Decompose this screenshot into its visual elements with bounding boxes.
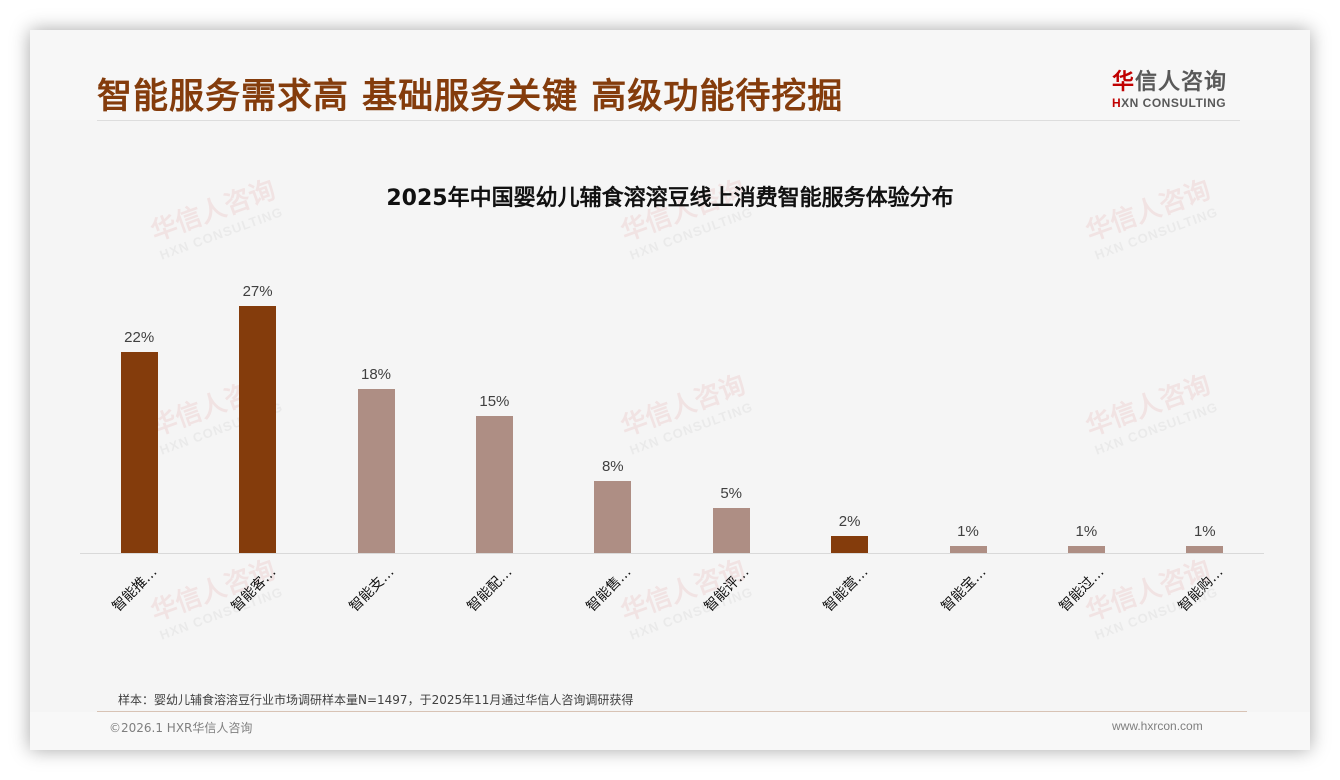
logo-chinese: 华信人咨询 bbox=[1112, 64, 1242, 96]
company-logo: 华信人咨询 HXN CONSULTING bbox=[1112, 64, 1242, 110]
logo-cn-rest: 信人咨询 bbox=[1135, 70, 1228, 95]
bar bbox=[1067, 546, 1105, 554]
sample-note: 样本：婴幼儿辅食溶溶豆行业市场调研样本量N=1497，于2025年11月通过华信… bbox=[118, 693, 634, 707]
bar bbox=[949, 546, 987, 554]
bar bbox=[357, 388, 395, 554]
bar bbox=[712, 508, 750, 554]
x-axis-category-label: 智能宝… bbox=[938, 564, 990, 616]
bar bbox=[1186, 546, 1224, 554]
x-axis-category-label: 智能营… bbox=[820, 564, 872, 616]
bar-value-label: 8% bbox=[601, 457, 624, 475]
bar-chart-plot-area: 22% 27% 18% 15% 8% 5% 2% 1% 1% 1% bbox=[80, 260, 1264, 554]
logo-english: HXN CONSULTING bbox=[1112, 96, 1242, 110]
bar-value-label: 2% bbox=[838, 512, 861, 530]
x-axis-category-label: 智能过… bbox=[1056, 564, 1108, 616]
x-axis-category-label: 智能支… bbox=[346, 564, 398, 616]
footer-band bbox=[30, 712, 1310, 750]
bar-value-label: 1% bbox=[957, 523, 979, 540]
bar bbox=[831, 535, 869, 554]
logo-en-first-char: H bbox=[1112, 96, 1122, 110]
slide: 华信人咨询 HXN CONSULTING 华信人咨询 HXN CONSULTING 华信… bbox=[30, 30, 1310, 750]
bar bbox=[239, 306, 277, 554]
x-axis-category-label: 智能评… bbox=[701, 564, 753, 616]
header-band bbox=[30, 30, 1310, 120]
logo-en-rest: XN CONSULTING bbox=[1121, 96, 1227, 110]
bar-value-label: 5% bbox=[720, 485, 743, 503]
title-divider bbox=[97, 120, 1240, 121]
bar-value-label: 15% bbox=[479, 393, 510, 411]
page-title: 智能服务需求高 基础服务关键 高级功能待挖掘 bbox=[97, 77, 844, 117]
x-axis-baseline bbox=[80, 553, 1264, 554]
bar-value-label: 18% bbox=[360, 365, 392, 383]
bar bbox=[475, 416, 513, 554]
x-axis-category-label: 智能购… bbox=[1175, 564, 1227, 616]
x-axis-category-label: 智能客… bbox=[228, 564, 280, 616]
bar-value-label: 27% bbox=[242, 283, 273, 300]
website-link[interactable]: www.hxrcon.com bbox=[1112, 719, 1203, 733]
copyright-text: ©2026.1 HXR华信人咨询 bbox=[109, 721, 253, 735]
x-axis-category-label: 智能售… bbox=[583, 564, 635, 616]
bar-value-label: 1% bbox=[1075, 523, 1098, 540]
bar-value-label: 22% bbox=[124, 328, 155, 346]
chart-title: 2025年中国婴幼儿辅食溶溶豆线上消费智能服务体验分布 bbox=[386, 186, 954, 211]
watermark: 华信人咨询 HXN CONSULTING bbox=[617, 554, 756, 643]
footer-divider bbox=[97, 711, 1247, 712]
x-axis-category-label: 智能推… bbox=[109, 564, 161, 616]
bar bbox=[594, 480, 632, 554]
x-axis-category-label: 智能配… bbox=[464, 564, 516, 616]
bar bbox=[120, 351, 158, 554]
bar-value-label: 1% bbox=[1193, 523, 1216, 540]
logo-cn-first-char: 华 bbox=[1112, 70, 1136, 95]
